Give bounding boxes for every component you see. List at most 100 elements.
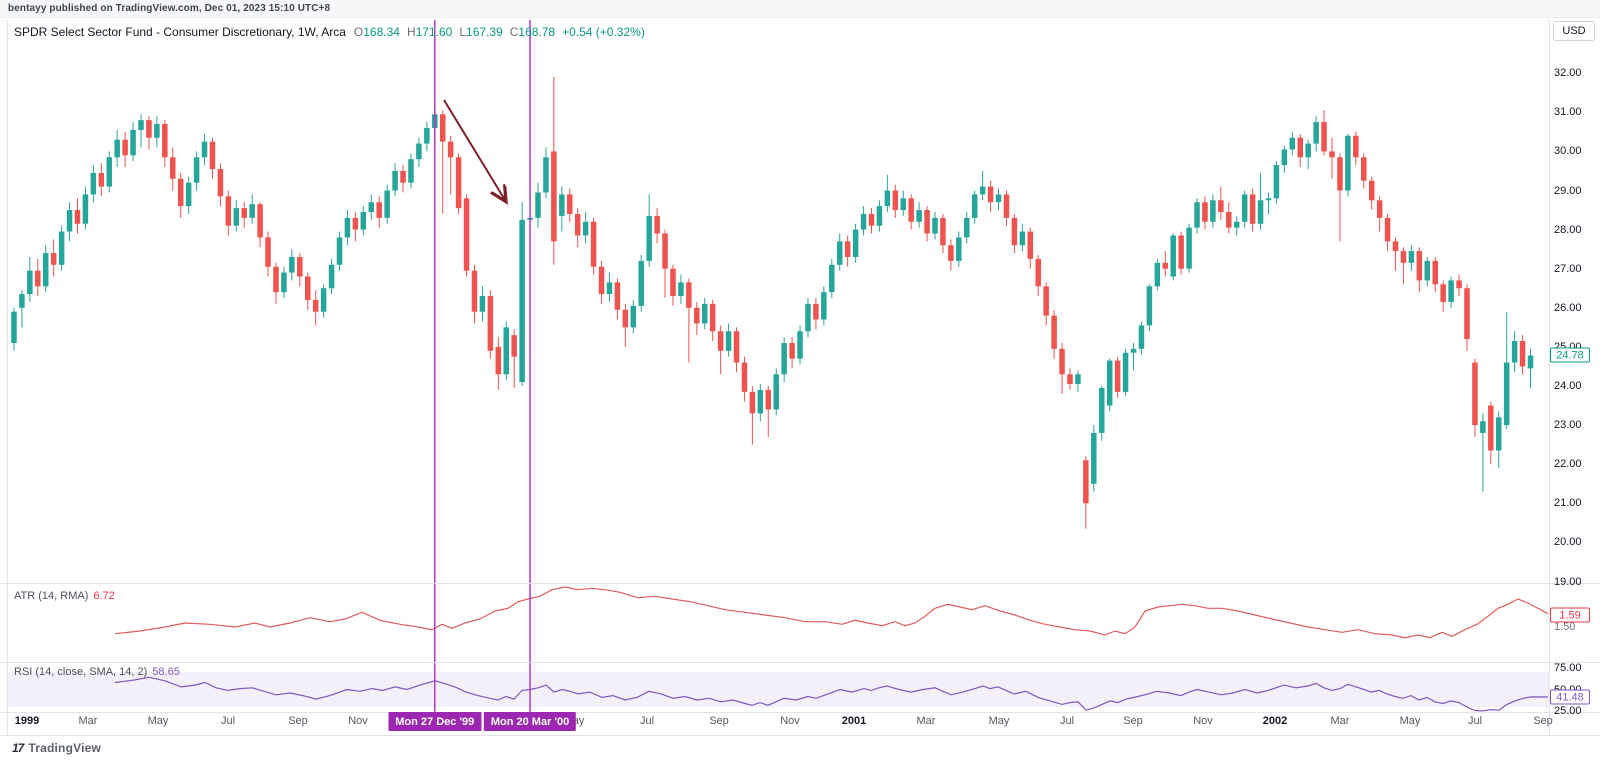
candle-body bbox=[1035, 258, 1041, 287]
price-atr-separator[interactable] bbox=[0, 583, 1600, 584]
candle-body bbox=[1019, 231, 1026, 246]
candle-body bbox=[876, 206, 883, 226]
last-price-label: 24.78 bbox=[1550, 347, 1590, 363]
currency-toggle[interactable]: USD bbox=[1553, 21, 1595, 41]
price-tick-label: 27.00 bbox=[1554, 262, 1582, 275]
candle-body bbox=[424, 127, 430, 144]
time-axis-month-label: Sep bbox=[1533, 715, 1553, 727]
candle-body bbox=[1202, 202, 1208, 222]
candle-body bbox=[1448, 280, 1454, 302]
price-tick-label: 31.00 bbox=[1554, 106, 1582, 119]
candle-body bbox=[114, 139, 120, 158]
symbol-title-row[interactable]: SPDR Select Sector Fund - Consumer Discr… bbox=[14, 24, 645, 40]
event-badge-mar-00[interactable]: Mon 20 Mar '00 bbox=[483, 712, 577, 731]
candle-body bbox=[66, 210, 73, 232]
rsi-tick-label: 25.00 bbox=[1554, 705, 1582, 717]
candle-body bbox=[717, 331, 724, 351]
candle-body bbox=[463, 198, 470, 271]
event-badge-dec-99[interactable]: Mon 27 Dec '99 bbox=[388, 712, 482, 731]
candle-body bbox=[551, 151, 557, 242]
candle-body bbox=[19, 294, 25, 308]
candle-body bbox=[1368, 180, 1375, 201]
candle-body bbox=[1265, 198, 1272, 201]
candle-body bbox=[1067, 374, 1073, 385]
candle-body bbox=[1361, 157, 1367, 181]
candle-body bbox=[1011, 217, 1018, 246]
candle-body bbox=[201, 141, 208, 158]
candle-body bbox=[154, 124, 160, 138]
candle-body bbox=[249, 204, 255, 218]
candle-body bbox=[1480, 421, 1486, 433]
candle-body bbox=[1162, 262, 1169, 269]
tradingview-watermark[interactable]: 17 TradingView bbox=[12, 741, 101, 755]
atr-rsi-separator[interactable] bbox=[0, 662, 1600, 663]
time-axis-month-label: Nov bbox=[780, 715, 800, 727]
atr-indicator-label[interactable]: ATR (14, RMA) 6.72 bbox=[14, 590, 115, 602]
time-axis-month-label: Sep bbox=[1123, 715, 1143, 727]
candle-body bbox=[1186, 227, 1192, 269]
candle-body bbox=[908, 198, 914, 222]
candle-body bbox=[543, 157, 549, 193]
time-axis-month-label: Nov bbox=[1193, 715, 1213, 727]
candle-body bbox=[1400, 251, 1407, 263]
candle-body bbox=[42, 253, 49, 287]
price-tick-label: 26.00 bbox=[1554, 301, 1582, 314]
candle-body bbox=[900, 198, 906, 211]
candle-body bbox=[892, 190, 899, 211]
candle-body bbox=[1424, 260, 1431, 281]
candle-body bbox=[130, 129, 136, 156]
rsi-value: 58.65 bbox=[152, 666, 180, 678]
candle-body bbox=[1241, 194, 1248, 222]
candle-body bbox=[511, 335, 517, 357]
candle-body bbox=[1233, 221, 1240, 228]
candle-body bbox=[11, 311, 17, 343]
price-tick-label: 30.00 bbox=[1554, 145, 1582, 158]
candle-body bbox=[74, 210, 81, 224]
rsi-band bbox=[8, 672, 1549, 707]
candle-body bbox=[709, 303, 716, 332]
rsi-tick-label: 75.00 bbox=[1554, 661, 1582, 674]
candle-body bbox=[670, 268, 676, 297]
candle-body bbox=[217, 168, 224, 197]
candle-body bbox=[1210, 200, 1216, 222]
time-axis-month-label: Jul bbox=[1059, 715, 1075, 727]
atr-name: ATR (14, RMA) bbox=[14, 590, 89, 602]
candle-body bbox=[836, 241, 843, 265]
candle-body bbox=[678, 282, 684, 297]
candle-body bbox=[844, 241, 851, 257]
tradingview-brand-text: TradingView bbox=[28, 741, 102, 755]
candle-body bbox=[162, 124, 168, 158]
candle-body bbox=[813, 303, 819, 320]
candle-body bbox=[1122, 352, 1129, 392]
rsi-indicator-label[interactable]: RSI (14, close, SMA, 14, 2) 58.65 bbox=[14, 666, 180, 678]
candle-body bbox=[940, 217, 946, 246]
high-value: 171.60 bbox=[415, 25, 453, 39]
candle-body bbox=[1154, 262, 1161, 287]
candle-body bbox=[1496, 417, 1502, 451]
candle-body bbox=[1416, 251, 1423, 281]
symbol-title[interactable]: SPDR Select Sector Fund - Consumer Discr… bbox=[14, 25, 346, 39]
candle-body bbox=[376, 202, 382, 218]
candle-body bbox=[725, 331, 732, 351]
candle-body bbox=[439, 114, 446, 142]
candle-body bbox=[82, 194, 89, 224]
candle-body bbox=[1345, 135, 1351, 191]
price-tick-label: 28.00 bbox=[1554, 223, 1582, 236]
candle-body bbox=[1027, 231, 1034, 259]
candle-body bbox=[765, 389, 772, 410]
candle-body bbox=[1337, 157, 1343, 191]
candle-body bbox=[979, 186, 986, 195]
candle-body bbox=[781, 342, 787, 375]
candle-body bbox=[1170, 235, 1176, 277]
candle-body bbox=[122, 139, 128, 156]
candle-body bbox=[209, 141, 216, 169]
close-label: C bbox=[509, 25, 519, 39]
candle-body bbox=[805, 303, 811, 332]
candle-body bbox=[662, 233, 668, 269]
candle-body bbox=[281, 272, 287, 293]
candle-body bbox=[749, 391, 756, 414]
candle-body bbox=[1099, 387, 1105, 433]
candle-body bbox=[638, 260, 644, 306]
